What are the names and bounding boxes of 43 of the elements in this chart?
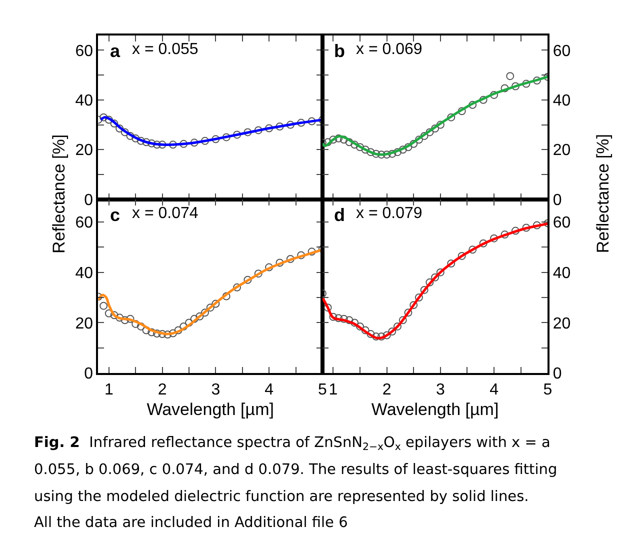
x-tick-label: 4 bbox=[490, 381, 499, 398]
chart-title: a bbox=[110, 41, 121, 61]
y-axis-title: Reflectance [%] bbox=[593, 134, 612, 254]
caption: Fig. 2 bbox=[34, 435, 80, 451]
y-tick-label: 40 bbox=[75, 264, 94, 282]
y-tick-label: 20 bbox=[75, 315, 94, 332]
y-tick-label: 0 bbox=[552, 366, 562, 383]
chart-subtitle: x = 0.069 bbox=[356, 41, 422, 58]
y-tick-label: 60 bbox=[75, 214, 94, 232]
chart-title: c bbox=[110, 205, 120, 225]
y-tick-label: 20 bbox=[75, 142, 94, 160]
chart-subtitle: x = 0.055 bbox=[132, 41, 198, 58]
text: using the modeled dielectric function are represented by solid lines. bbox=[34, 489, 529, 505]
x-tick-label: 3 bbox=[436, 381, 445, 398]
chart-title: b bbox=[334, 41, 345, 61]
x-axis-title: Wavelength [µm] bbox=[371, 400, 499, 420]
chart-title: d bbox=[334, 205, 345, 225]
text: Infrared reflectance spectra of ZnSnN$_{2−x}$O$_{x}$ epilayers with x = a bbox=[89, 435, 550, 454]
x-tick-label: 5 bbox=[318, 381, 327, 398]
x-tick-label: 2 bbox=[382, 381, 392, 398]
text: 0.055, b 0.069, c 0.074, and d 0.079. The results of least-squares fitting bbox=[34, 462, 558, 478]
x-tick-label: 1 bbox=[328, 381, 338, 398]
y-tick-label: 20 bbox=[552, 142, 571, 160]
y-tick-label: 0 bbox=[84, 192, 94, 209]
x-tick-label: 3 bbox=[211, 381, 220, 398]
y-tick-label: 20 bbox=[552, 315, 571, 332]
x-tick-label: 5 bbox=[543, 381, 552, 398]
x-axis-title: Wavelength [µm] bbox=[146, 400, 274, 420]
x-tick-label: 4 bbox=[264, 381, 274, 398]
chart-subtitle: x = 0.074 bbox=[132, 205, 198, 222]
y-tick-label: 60 bbox=[552, 42, 571, 60]
x-tick-label: 2 bbox=[158, 381, 167, 398]
y-tick-label: 40 bbox=[75, 92, 94, 110]
y-tick-label: 60 bbox=[75, 42, 94, 60]
y-tick-label: 0 bbox=[84, 366, 94, 383]
chart-subtitle: x = 0.079 bbox=[356, 205, 422, 222]
y-tick-label: 40 bbox=[552, 264, 571, 282]
y-axis-title: Reflectance [%] bbox=[50, 134, 69, 254]
text: All the data are included in Additional file 6 bbox=[34, 515, 348, 531]
y-tick-label: 0 bbox=[552, 192, 562, 209]
x-tick-label: 1 bbox=[104, 381, 114, 398]
y-tick-label: 40 bbox=[552, 92, 571, 110]
y-tick-label: 60 bbox=[552, 214, 571, 232]
